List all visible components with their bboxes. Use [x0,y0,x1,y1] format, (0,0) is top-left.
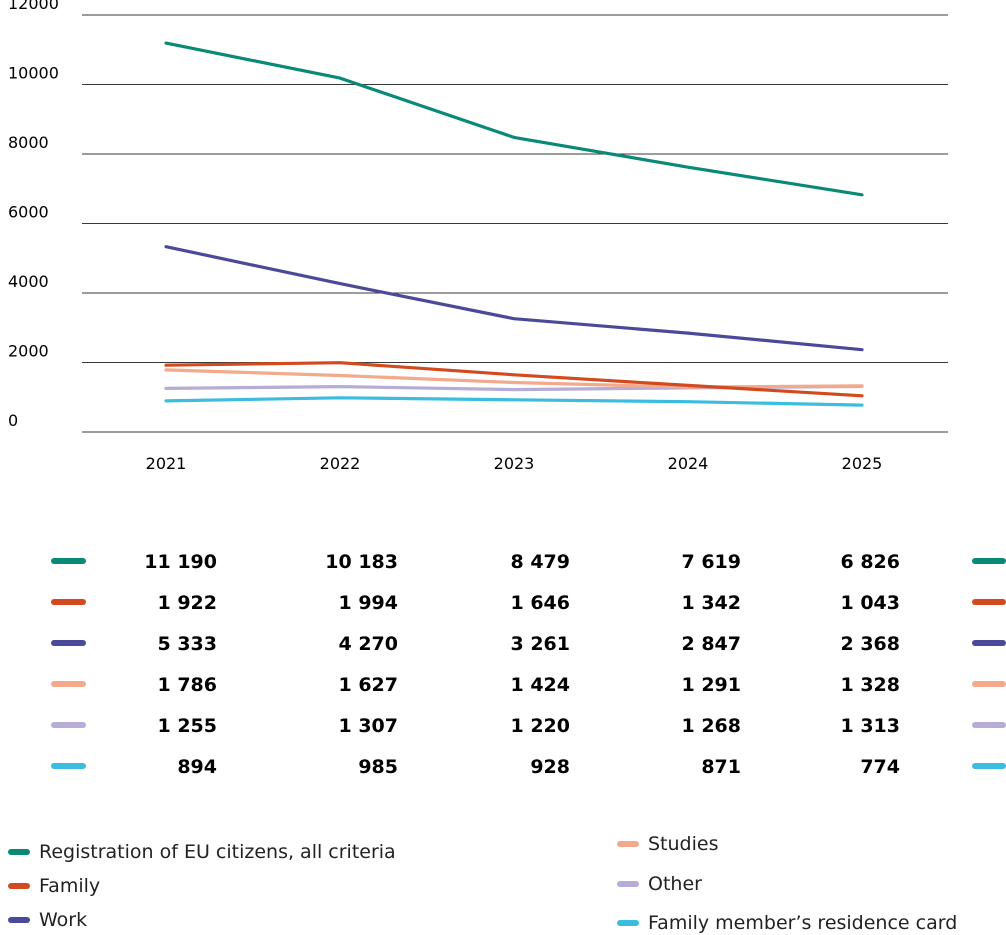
data-value-label: 1 627 [339,674,399,696]
x-tick-label: 2024 [668,454,709,473]
x-axis-tick-labels: 2021 2022 2023 2024 2025 [146,454,883,473]
row-swatch-right [972,599,1006,605]
y-tick-label: 0 [8,411,18,430]
data-value-label: 1 043 [841,592,901,614]
data-value-label: 1 424 [511,674,571,696]
data-value-label: 871 [701,756,741,778]
data-value-label: 1 342 [682,592,742,614]
series-line [166,370,862,387]
series-line [166,43,862,195]
data-value-label: 2 847 [682,633,742,655]
data-value-label: 7 619 [682,551,742,573]
data-value-label: 8 479 [511,551,571,573]
series-line [166,398,862,405]
data-value-label: 10 183 [325,551,398,573]
data-value-label: 1 313 [841,715,901,737]
row-swatch-right [972,558,1006,564]
row-swatch-right [972,722,1006,728]
x-tick-label: 2023 [494,454,535,473]
data-value-label: 1 328 [841,674,901,696]
row-swatch-right [972,640,1006,646]
row-swatch-left [51,558,86,564]
series-line [166,247,862,350]
data-value-label: 6 826 [841,551,901,573]
row-swatch-right [972,681,1006,687]
y-tick-label: 10000 [8,64,59,83]
data-value-label: 2 368 [841,633,901,655]
data-value-label: 1 220 [511,715,571,737]
data-value-label: 4 270 [339,633,399,655]
row-swatch-left [51,763,86,769]
x-tick-label: 2021 [146,454,187,473]
row-swatch-left [51,722,86,728]
data-value-table: 11 190 10 183 8 479 7 619 6 826 1 922 1 994 1 6… [51,551,1006,778]
row-swatch-left [51,681,86,687]
data-value-label: 1 255 [158,715,218,737]
y-tick-label: 2000 [8,342,49,361]
data-value-label: 1 786 [158,674,218,696]
y-tick-label: 4000 [8,272,49,291]
data-value-label: 928 [530,756,570,778]
y-tick-label: 8000 [8,133,49,152]
row-swatch-left [51,599,86,605]
y-tick-label: 12000 [8,0,59,13]
data-value-label: 11 190 [144,551,217,573]
gridlines [82,15,948,432]
data-value-label: 1 646 [511,592,571,614]
y-axis-tick-labels: 0 2000 4000 6000 8000 10000 12000 [8,0,59,430]
data-value-label: 985 [358,756,398,778]
row-swatch-right [972,763,1006,769]
data-value-label: 1 291 [682,674,742,696]
y-tick-label: 6000 [8,203,49,222]
data-value-label: 1 268 [682,715,742,737]
row-swatch-left [51,640,86,646]
data-value-label: 774 [860,756,900,778]
data-value-label: 5 333 [158,633,218,655]
x-tick-label: 2022 [320,454,361,473]
data-value-label: 1 307 [339,715,399,737]
data-value-label: 1 994 [339,592,399,614]
series-lines [166,43,862,405]
data-value-label: 3 261 [511,633,571,655]
data-value-label: 894 [177,756,217,778]
data-value-label: 1 922 [158,592,218,614]
x-tick-label: 2025 [842,454,883,473]
